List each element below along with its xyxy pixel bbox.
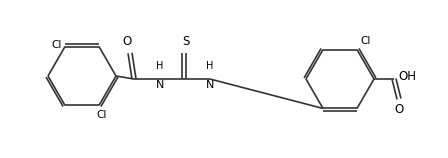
Text: H: H: [156, 61, 164, 71]
Text: H: H: [207, 61, 214, 71]
Text: Cl: Cl: [360, 36, 370, 46]
Text: OH: OH: [398, 70, 416, 83]
Text: Cl: Cl: [52, 40, 62, 50]
Text: O: O: [122, 35, 132, 48]
Text: O: O: [394, 103, 404, 116]
Text: N: N: [156, 80, 164, 90]
Text: Cl: Cl: [97, 110, 107, 120]
Text: N: N: [206, 80, 214, 90]
Text: S: S: [182, 35, 190, 48]
